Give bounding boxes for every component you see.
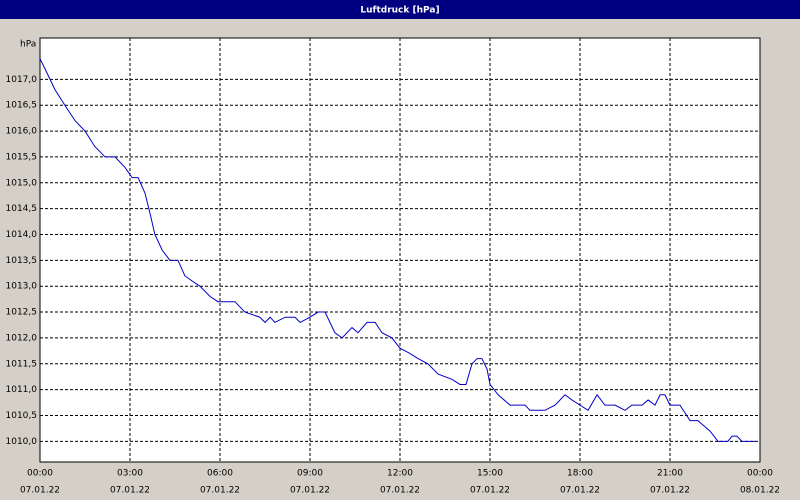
y-tick-label: 1011,0 — [6, 385, 38, 395]
title-bar — [0, 0, 800, 19]
y-tick-label: 1013,0 — [6, 282, 38, 292]
chart-title: Luftdruck [hPa] — [360, 6, 439, 16]
y-tick-label: 1012,5 — [6, 308, 38, 318]
x-tick-date: 07.01.22 — [110, 486, 150, 496]
x-tick-label: 09:00 — [297, 469, 323, 479]
x-tick-date: 07.01.22 — [20, 486, 60, 496]
x-tick-label: 06:00 — [207, 469, 233, 479]
x-tick-label: 18:00 — [567, 469, 593, 479]
y-tick-label: 1014,5 — [6, 204, 38, 214]
x-tick-label: 12:00 — [387, 469, 413, 479]
x-tick-date: 07.01.22 — [470, 486, 510, 496]
x-tick-date: 07.01.22 — [290, 486, 330, 496]
x-tick-label: 00:00 — [747, 469, 773, 479]
x-tick-date: 07.01.22 — [560, 486, 600, 496]
y-tick-label: 1017,0 — [6, 75, 38, 85]
x-tick-date: 07.01.22 — [200, 486, 240, 496]
y-tick-label: 1015,5 — [6, 152, 38, 162]
y-tick-label: 1011,5 — [6, 359, 38, 369]
x-tick-label: 21:00 — [657, 469, 683, 479]
x-tick-date: 08.01.22 — [740, 486, 780, 496]
y-tick-label: 1012,0 — [6, 333, 38, 343]
data-line — [39, 58, 757, 442]
x-tick-label: 15:00 — [477, 469, 503, 479]
x-tick-label: 03:00 — [117, 469, 143, 479]
x-tick-date: 07.01.22 — [650, 486, 690, 496]
y-tick-label: 1010,5 — [6, 411, 38, 421]
x-tick-label: 00:00 — [27, 469, 53, 479]
y-tick-label: 1013,5 — [6, 256, 38, 266]
y-tick-label: 1014,0 — [6, 230, 38, 240]
y-tick-label: 1016,0 — [6, 127, 38, 137]
y-axis-label: hPa — [20, 40, 36, 50]
plot-border — [39, 37, 761, 463]
y-tick-label: 1010,0 — [6, 437, 38, 447]
y-tick-label: 1016,5 — [6, 101, 38, 111]
x-tick-date: 07.01.22 — [380, 486, 420, 496]
y-tick-label: 1015,0 — [6, 178, 38, 188]
